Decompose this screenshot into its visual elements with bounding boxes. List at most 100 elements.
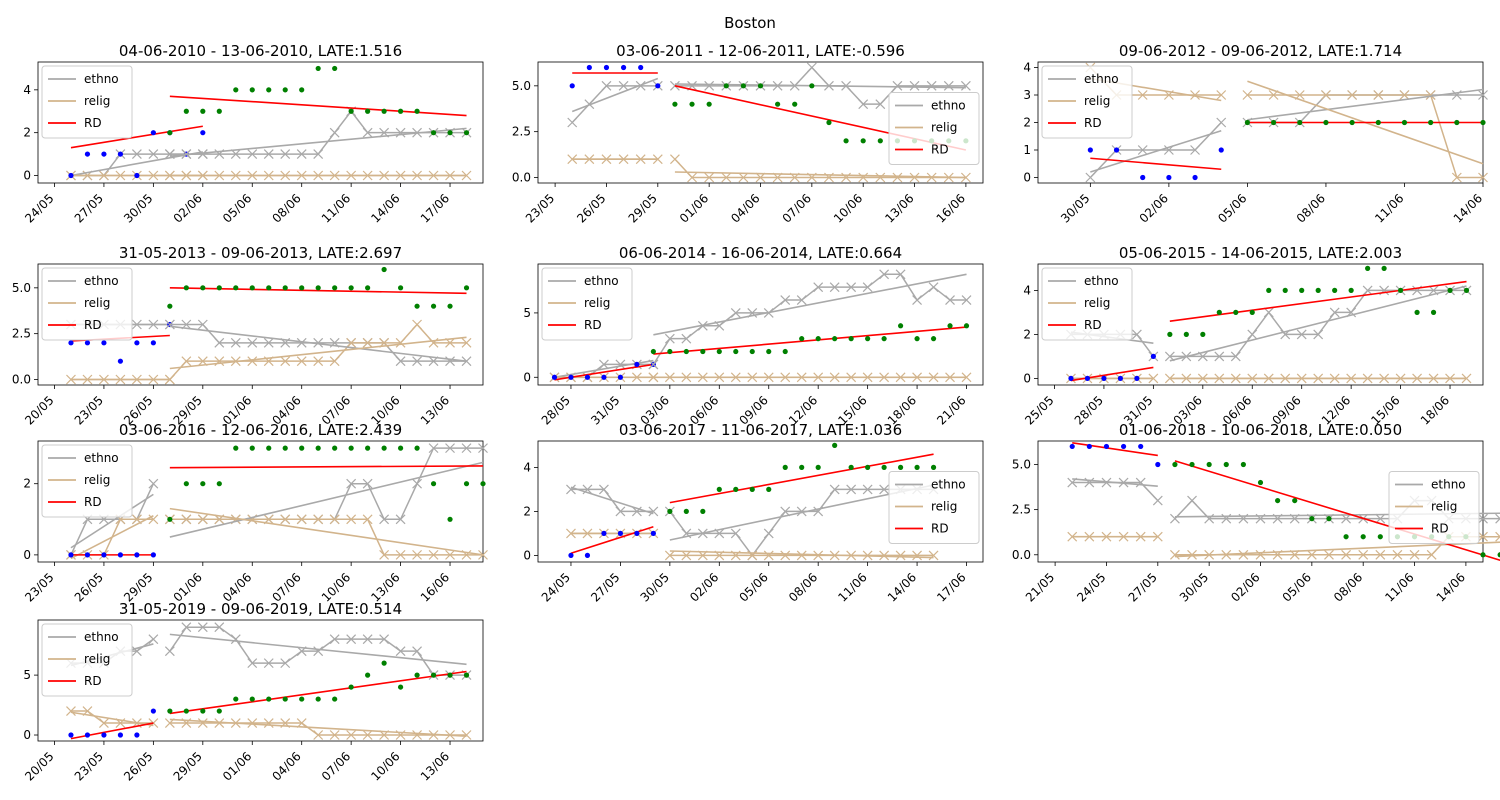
ethno-marker bbox=[148, 149, 159, 160]
relig-marker bbox=[280, 514, 291, 525]
ethno-marker bbox=[780, 295, 791, 305]
x-tick-label: 27/05 bbox=[588, 570, 622, 604]
legend-label: ethno bbox=[1431, 478, 1466, 492]
y-tick-label: 5 bbox=[523, 306, 531, 320]
post-dot bbox=[365, 108, 371, 114]
relig-marker bbox=[892, 172, 903, 183]
post-dot bbox=[299, 445, 305, 451]
pre-dot bbox=[620, 64, 627, 71]
y-tick-label: 2 bbox=[1023, 327, 1031, 341]
post-dot bbox=[414, 672, 420, 678]
post-dot bbox=[430, 481, 437, 487]
x-tick-label: 17/06 bbox=[934, 570, 968, 604]
ethno-marker bbox=[1495, 513, 1500, 524]
post-dot bbox=[897, 464, 904, 470]
post-dot bbox=[216, 285, 222, 291]
legend-label: RD bbox=[931, 143, 949, 157]
legend-label: relig bbox=[1084, 296, 1110, 310]
relig-marker bbox=[280, 356, 291, 367]
x-tick-label: 10/06 bbox=[368, 749, 402, 783]
post-dot bbox=[1349, 119, 1355, 126]
legend-label: ethno bbox=[84, 451, 119, 465]
x-tick-label: 25/05 bbox=[1022, 393, 1056, 427]
x-tick-label: 26/05 bbox=[574, 191, 608, 225]
relig-marker bbox=[296, 514, 307, 525]
x-tick-label: 05/06 bbox=[1280, 570, 1314, 604]
relig-marker bbox=[1238, 549, 1249, 560]
post-dot bbox=[447, 130, 453, 136]
subplot-title: 01-06-2018 - 10-06-2018, LATE:0.050 bbox=[1119, 421, 1402, 439]
pre-dot bbox=[1138, 443, 1144, 450]
post-dot bbox=[249, 696, 255, 702]
legend: ethno relig RD bbox=[41, 65, 133, 139]
y-tick-label: 2.5 bbox=[12, 327, 31, 341]
post-dot bbox=[740, 83, 746, 89]
post-dot bbox=[249, 87, 255, 93]
y-tick-label: 5.0 bbox=[1012, 457, 1031, 471]
pre-dot bbox=[1192, 174, 1198, 181]
legend-label: relig bbox=[584, 296, 610, 310]
legend: ethno relig RD bbox=[1041, 65, 1133, 139]
ethno-marker bbox=[230, 634, 241, 645]
legend-label: RD bbox=[84, 495, 102, 509]
ethno-marker bbox=[247, 658, 258, 669]
y-tick-label: 0.0 bbox=[512, 171, 531, 185]
ethno-marker bbox=[1478, 90, 1488, 100]
subplot-4: 31-05-2013 - 09-06-2013, LATE:2.697 0.0 2.… bbox=[12, 244, 484, 428]
ethno-fit-pre bbox=[571, 77, 659, 113]
post-dot bbox=[249, 285, 255, 291]
ethno-marker bbox=[909, 80, 920, 91]
subplot-3: 09-06-2012 - 09-06-2012, LATE:1.714 0 1 2 3 4… bbox=[1023, 42, 1488, 226]
legend-label: ethno bbox=[584, 274, 619, 288]
post-dot bbox=[365, 285, 371, 291]
post-dot bbox=[463, 672, 470, 678]
relig-marker bbox=[1373, 90, 1384, 100]
post-dot bbox=[1233, 309, 1239, 315]
post-dot bbox=[1183, 331, 1189, 337]
legend-label: relig bbox=[1084, 94, 1110, 108]
relig-marker bbox=[461, 730, 472, 740]
ethno-marker bbox=[1296, 329, 1307, 340]
ethno-marker bbox=[329, 634, 340, 645]
pre-dot bbox=[1113, 147, 1120, 153]
ethno-marker bbox=[478, 443, 488, 454]
relig-fit-post bbox=[169, 336, 467, 370]
ethno-marker bbox=[329, 127, 340, 138]
rd-fit-pre bbox=[1090, 157, 1222, 171]
legend-label: ethno bbox=[84, 630, 119, 644]
post-dot bbox=[848, 336, 854, 342]
ethno-marker bbox=[395, 127, 406, 138]
pre-dot bbox=[1166, 174, 1172, 181]
x-tick-label: 05/06 bbox=[220, 191, 254, 225]
pre-dot bbox=[617, 374, 624, 380]
subplot-title: 04-06-2010 - 13-06-2010, LATE:1.516 bbox=[119, 42, 402, 60]
ethno-marker bbox=[730, 307, 741, 318]
axes-frame bbox=[1037, 263, 1484, 386]
relig-marker bbox=[197, 514, 208, 525]
ethno-marker bbox=[1362, 285, 1373, 296]
ethno-fit-post bbox=[674, 83, 966, 89]
ethno-marker bbox=[197, 319, 208, 330]
pre-dot bbox=[638, 64, 644, 71]
post-dot bbox=[463, 285, 470, 291]
legend-label: relig bbox=[931, 500, 957, 514]
post-dot bbox=[183, 481, 189, 487]
rd-fit-post bbox=[169, 670, 467, 715]
y-tick-label: 0 bbox=[523, 370, 531, 384]
post-dot bbox=[1189, 461, 1195, 468]
ethno-marker bbox=[912, 295, 922, 305]
relig-marker bbox=[362, 337, 373, 348]
ethno-marker bbox=[1216, 117, 1227, 128]
relig-series-pre bbox=[70, 710, 154, 724]
axes-frame bbox=[37, 263, 484, 386]
ethno-marker bbox=[181, 622, 192, 633]
pre-dot bbox=[84, 732, 91, 738]
relig-fit-post bbox=[169, 507, 484, 556]
ethno-marker bbox=[148, 478, 159, 489]
post-dot bbox=[167, 303, 173, 309]
ethno-fit-post bbox=[169, 325, 467, 362]
y-tick-label: 5 bbox=[23, 668, 31, 682]
y-tick-label: 0 bbox=[1023, 171, 1031, 185]
ethno-marker bbox=[1478, 513, 1488, 524]
pre-dot bbox=[84, 340, 91, 346]
